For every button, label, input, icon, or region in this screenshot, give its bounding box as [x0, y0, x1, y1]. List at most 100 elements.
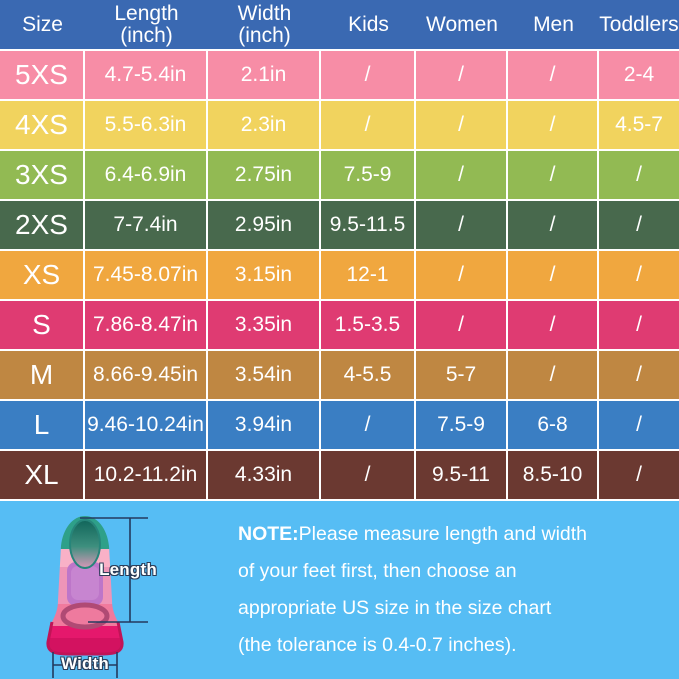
- cell-size: XS: [0, 251, 85, 299]
- cell-size: XL: [0, 451, 85, 499]
- cell-toddlers: /: [636, 263, 642, 286]
- cell-size: 4XS: [0, 101, 85, 149]
- fin-measurement-diagram: Length Width: [20, 504, 190, 679]
- header-length: Length (inch): [85, 0, 208, 49]
- footer-note-section: Length Width NOTE:Please measure length …: [0, 499, 679, 679]
- note-line-2: of your feet first, then choose an: [238, 560, 517, 582]
- header-width-line2: (inch): [238, 23, 291, 47]
- cell-width: 3.54in: [208, 351, 321, 399]
- header-men-label: Men: [533, 12, 574, 36]
- cell-length: 9.46-10.24in: [85, 401, 208, 449]
- header-size: Size: [0, 0, 85, 49]
- cell-width: 3.94in: [208, 401, 321, 449]
- cell-length: 4.7-5.4in: [85, 51, 208, 99]
- cell-kids: 9.5-11.5: [321, 201, 416, 249]
- cell-length: 7.86-8.47in: [85, 301, 208, 349]
- cell-size: 2XS: [0, 201, 85, 249]
- cell-size: L: [0, 401, 85, 449]
- note-text: NOTE:Please measure length and width of …: [238, 516, 670, 664]
- cell-length: 7.45-8.07in: [85, 251, 208, 299]
- cell-women: /: [416, 251, 508, 299]
- cell-kids: 7.5-9: [321, 151, 416, 199]
- table-header: Size Length (inch) Width (inch) Kids Women…: [0, 0, 679, 49]
- cell-kids: /: [321, 401, 416, 449]
- swim-fin-illustration: [46, 516, 148, 678]
- cell-women: /: [416, 301, 508, 349]
- table-row-2xs: 2XS 7-7.4in 2.95in 9.5-11.5 / / /: [0, 199, 679, 249]
- cell-kids: 1.5-3.5: [321, 301, 416, 349]
- cell-kids: 12-1: [321, 251, 416, 299]
- note-line-4: (the tolerance is 0.4-0.7 inches).: [238, 634, 517, 656]
- header-toddlers-label: Toddlers: [599, 12, 679, 36]
- header-kids-label: Kids: [348, 12, 389, 36]
- note-line-3: appropriate US size in the size chart: [238, 597, 552, 619]
- header-toddlers: Toddlers: [599, 0, 679, 49]
- table-row-5xs: 5XS 4.7-5.4in 2.1in / / / 2-4: [0, 49, 679, 99]
- length-measure-label: Length: [99, 560, 157, 579]
- cell-length: 5.5-6.3in: [85, 101, 208, 149]
- width-measure-label: Width: [60, 654, 110, 673]
- cell-length: 7-7.4in: [85, 201, 208, 249]
- cell-length: 6.4-6.9in: [85, 151, 208, 199]
- table-row-s: S 7.86-8.47in 3.35in 1.5-3.5 / / /: [0, 299, 679, 349]
- cell-width: 2.3in: [208, 101, 321, 149]
- cell-length: 8.66-9.45in: [85, 351, 208, 399]
- cell-men: /: [508, 351, 599, 399]
- cell-size: M: [0, 351, 85, 399]
- cell-width: 2.95in: [208, 201, 321, 249]
- cell-men: 8.5-10: [508, 451, 599, 499]
- cell-women: /: [416, 51, 508, 99]
- cell-women: 9.5-11: [416, 451, 508, 499]
- cell-toddlers: /: [636, 463, 642, 486]
- cell-men: /: [508, 301, 599, 349]
- cell-men: /: [508, 201, 599, 249]
- header-length-line2: (inch): [120, 23, 173, 47]
- cell-size: 5XS: [0, 51, 85, 99]
- cell-women: 5-7: [416, 351, 508, 399]
- table-row-xs: XS 7.45-8.07in 3.15in 12-1 / / /: [0, 249, 679, 299]
- cell-width: 4.33in: [208, 451, 321, 499]
- header-length-line1: Length: [114, 1, 179, 25]
- cell-kids: /: [321, 451, 416, 499]
- cell-size: S: [0, 301, 85, 349]
- cell-kids: 4-5.5: [321, 351, 416, 399]
- cell-toddlers: 4.5-7: [615, 113, 663, 136]
- table-row-m: M 8.66-9.45in 3.54in 4-5.5 5-7 / /: [0, 349, 679, 399]
- cell-toddlers: /: [636, 413, 642, 436]
- header-size-label: Size: [22, 12, 63, 36]
- note-line-1: NOTE:Please measure length and width: [238, 516, 670, 553]
- cell-men: /: [508, 151, 599, 199]
- cell-kids: /: [321, 101, 416, 149]
- cell-width: 3.15in: [208, 251, 321, 299]
- cell-men: /: [508, 51, 599, 99]
- cell-women: 7.5-9: [416, 401, 508, 449]
- header-width: Width (inch): [208, 0, 321, 49]
- table-row-3xs: 3XS 6.4-6.9in 2.75in 7.5-9 / / /: [0, 149, 679, 199]
- cell-men: /: [508, 101, 599, 149]
- cell-women: /: [416, 101, 508, 149]
- cell-width: 3.35in: [208, 301, 321, 349]
- cell-men: /: [508, 251, 599, 299]
- cell-length: 10.2-11.2in: [85, 451, 208, 499]
- cell-width: 2.1in: [208, 51, 321, 99]
- header-kids: Kids: [321, 0, 416, 49]
- cell-size: 3XS: [0, 151, 85, 199]
- cell-women: /: [416, 151, 508, 199]
- table-row-xl: XL 10.2-11.2in 4.33in / 9.5-11 8.5-10 /: [0, 449, 679, 499]
- cell-men: 6-8: [508, 401, 599, 449]
- header-women-label: Women: [426, 12, 498, 36]
- cell-toddlers: /: [636, 213, 642, 236]
- table-row-4xs: 4XS 5.5-6.3in 2.3in / / / 4.5-7: [0, 99, 679, 149]
- header-width-line1: Width: [237, 1, 292, 25]
- cell-women: /: [416, 201, 508, 249]
- cell-toddlers: /: [636, 363, 642, 386]
- table-row-l: L 9.46-10.24in 3.94in / 7.5-9 6-8 /: [0, 399, 679, 449]
- cell-kids: /: [321, 51, 416, 99]
- note-line-1-text: Please measure length and width: [298, 523, 588, 545]
- cell-toddlers: /: [636, 163, 642, 186]
- cell-toddlers: /: [636, 313, 642, 336]
- header-men: Men: [508, 0, 599, 49]
- cell-width: 2.75in: [208, 151, 321, 199]
- cell-toddlers: 2-4: [623, 63, 655, 86]
